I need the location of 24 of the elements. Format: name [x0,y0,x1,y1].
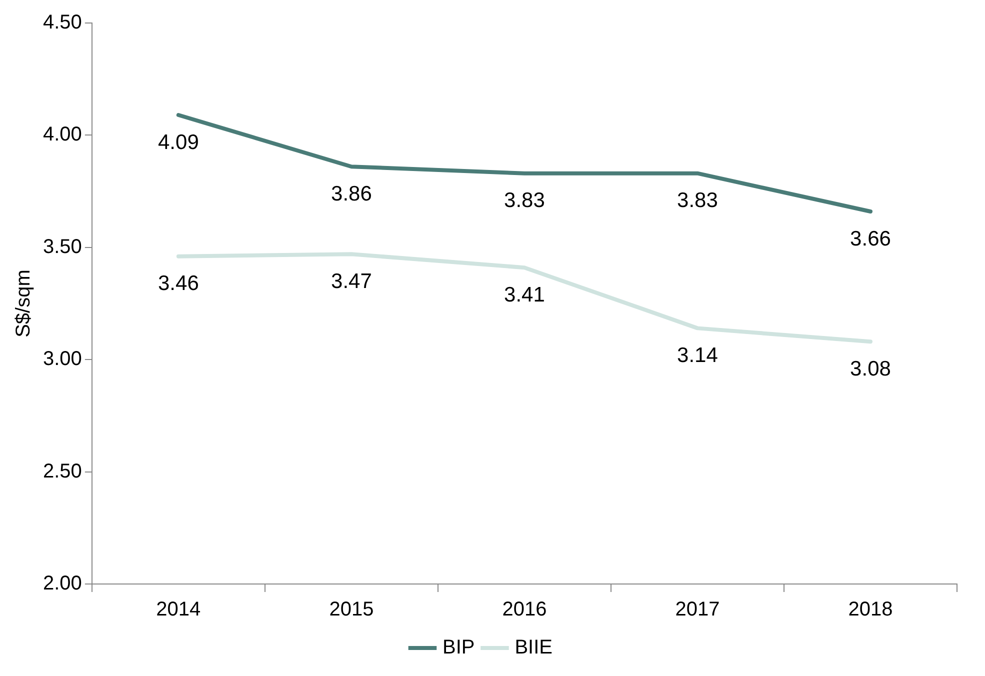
y-axis-title: S$/sqm [12,270,35,338]
x-tick-label: 2015 [329,598,374,621]
data-label: 3.41 [504,283,545,306]
y-tick-label: 4.50 [42,12,82,34]
data-label: 3.47 [331,270,372,293]
data-label: 3.83 [504,189,545,212]
x-tick-label: 2014 [156,598,201,621]
legend-label: BIIE [514,636,553,659]
y-tick-label: 2.50 [42,460,82,482]
y-tick-label: 3.50 [42,236,82,258]
x-tick-label: 2016 [502,598,547,621]
data-label: 3.86 [331,182,372,206]
data-label: 3.83 [677,189,718,212]
data-label: 3.46 [158,272,199,296]
data-label: 3.08 [850,357,891,380]
y-tick-label: 4.00 [42,124,82,146]
data-label: 4.09 [158,130,199,154]
y-tick-label: 3.00 [42,348,82,370]
x-tick-label: 2017 [675,598,720,621]
x-tick-label: 2018 [848,598,893,621]
data-label: 3.66 [850,227,891,250]
legend-label: BIP [442,636,475,659]
data-label: 3.14 [677,344,718,367]
y-tick-label: 2.00 [42,572,82,595]
